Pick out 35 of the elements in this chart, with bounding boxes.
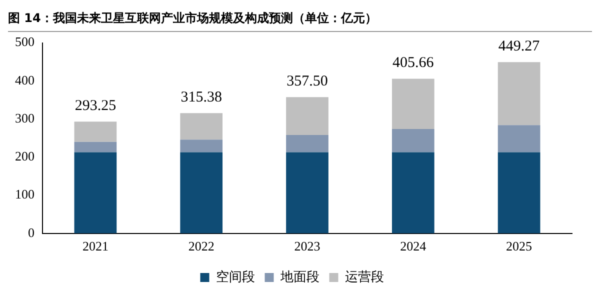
x-tick-label: 2022 [188, 238, 214, 254]
x-tick-label: 2021 [82, 238, 108, 254]
bar [286, 135, 328, 152]
bar [498, 62, 540, 126]
bar [74, 122, 117, 142]
bar [392, 78, 434, 129]
total-label: 405.66 [392, 55, 434, 72]
y-tick-label: 300 [15, 110, 34, 126]
bar [74, 142, 117, 152]
total-label: 357.50 [286, 74, 328, 90]
bar [498, 125, 540, 152]
chart-title: 图 14：我国未来卫星互联网产业市场规模及构成预测（单位：亿元） [8, 8, 592, 32]
y-tick-label: 0 [28, 224, 34, 240]
y-tick-label: 100 [15, 186, 34, 202]
x-tick-label: 2025 [506, 238, 532, 254]
bar [392, 152, 434, 234]
bar [498, 152, 540, 234]
legend-label: 地面段 [279, 268, 320, 284]
total-label: 449.27 [498, 38, 540, 55]
x-tick-label: 2024 [400, 238, 427, 254]
bar [286, 97, 328, 136]
total-label: 293.25 [74, 98, 116, 114]
y-tick-label: 500 [15, 34, 34, 50]
bar [74, 152, 117, 234]
x-tick-label: 2023 [294, 238, 320, 254]
y-tick-label: 400 [15, 72, 34, 88]
y-tick-label: 200 [15, 148, 34, 164]
bar [286, 152, 328, 234]
bar [180, 140, 223, 152]
bar [180, 152, 223, 234]
legend-label: 空间段 [216, 268, 255, 284]
bar [392, 128, 434, 152]
legend-label: 运营段 [344, 268, 384, 284]
bar [180, 113, 223, 140]
total-label: 315.38 [180, 90, 222, 106]
